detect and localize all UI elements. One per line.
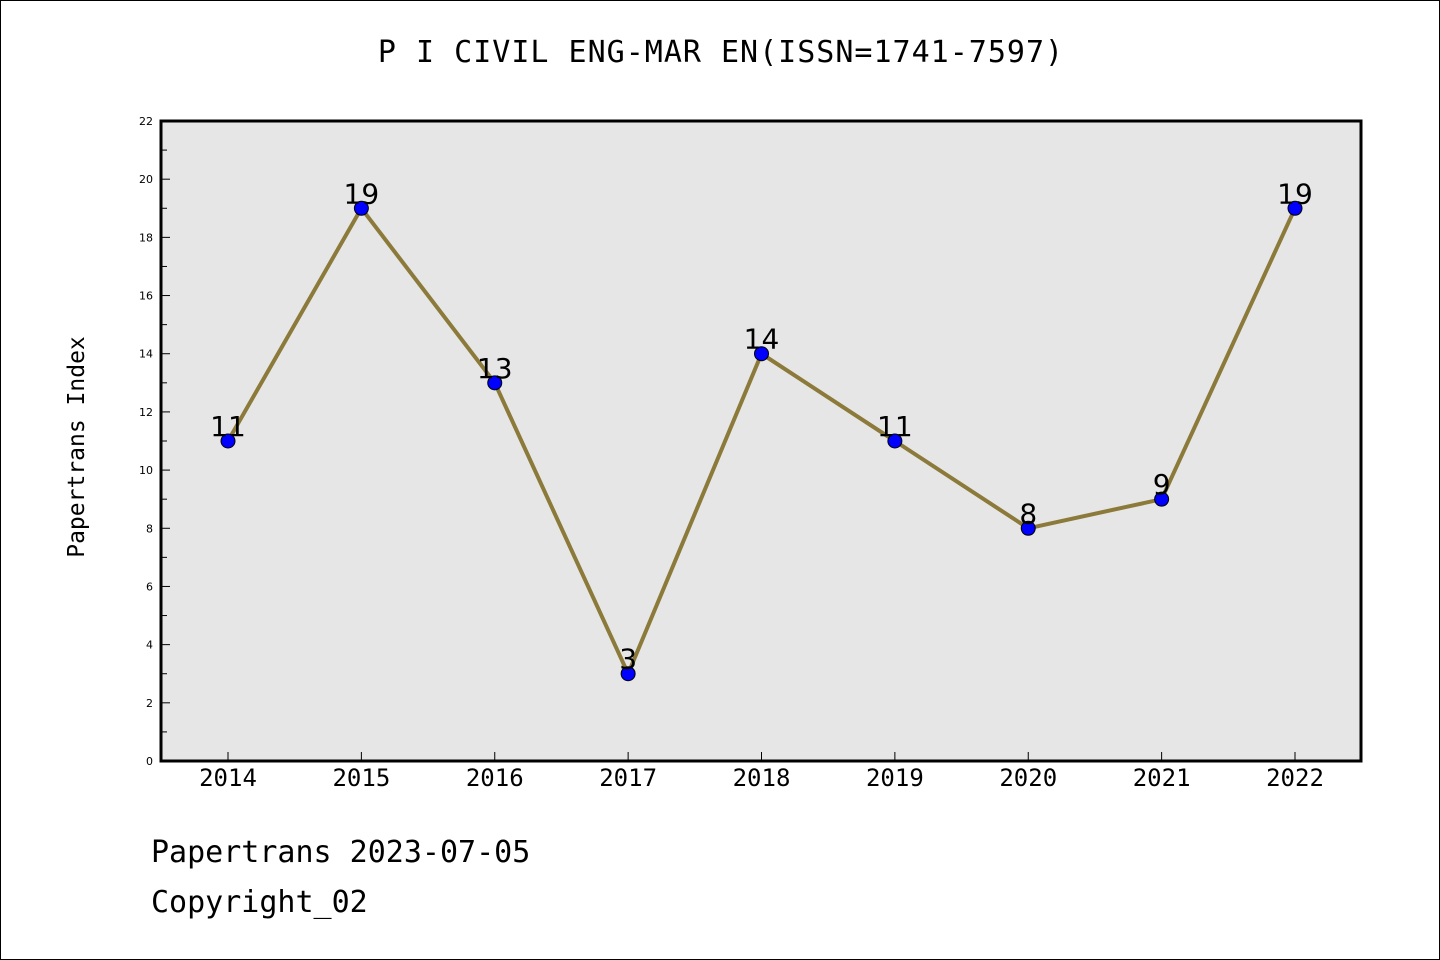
data-point (620, 666, 636, 682)
y-tick-label: 22 (139, 115, 153, 128)
data-label: 11 (877, 410, 913, 443)
y-tick-label: 4 (146, 639, 153, 652)
footer-copyright: Copyright_02 (151, 885, 368, 920)
plot-area (161, 121, 1361, 761)
x-tick-label: 2019 (866, 764, 924, 792)
data-label: 9 (1153, 468, 1171, 501)
data-point (1287, 200, 1303, 216)
y-tick-label: 8 (146, 522, 153, 535)
x-tick-label: 2014 (199, 764, 257, 792)
data-point (1154, 491, 1170, 507)
data-point (487, 375, 503, 391)
data-label: 8 (1019, 497, 1037, 530)
y-tick-label: 0 (146, 755, 153, 768)
y-tick-label: 16 (139, 290, 153, 303)
x-tick-label: 2022 (1266, 764, 1324, 792)
data-point (754, 346, 769, 362)
data-point (1020, 520, 1036, 536)
data-point (353, 200, 369, 216)
y-tick-label: 2 (146, 697, 153, 710)
footer-date: Papertrans 2023-07-05 (151, 835, 531, 870)
x-tick-label: 2021 (1133, 764, 1191, 792)
data-label: 13 (477, 352, 513, 385)
y-tick-label: 20 (139, 173, 153, 186)
data-label: 19 (344, 177, 380, 210)
y-tick-label: 14 (139, 348, 153, 361)
data-point (887, 433, 903, 449)
data-label: 14 (744, 323, 780, 356)
x-tick-label: 2017 (599, 764, 657, 792)
data-label: 3 (619, 643, 637, 676)
x-tick-label: 2018 (733, 764, 791, 792)
x-tick-label: 2016 (466, 764, 524, 792)
data-label: 11 (210, 410, 246, 443)
x-tick-label: 2015 (332, 764, 390, 792)
y-tick-label: 12 (139, 406, 153, 419)
plot-frame (159, 119, 1363, 763)
x-tick-label: 2020 (999, 764, 1057, 792)
data-label: 19 (1277, 177, 1313, 210)
chart-title: P I CIVIL ENG-MAR EN(ISSN=1741-7597) (377, 35, 1065, 70)
y-tick-label: 18 (139, 231, 153, 244)
y-tick-label: 10 (139, 464, 153, 477)
y-tick-label: 6 (146, 580, 153, 593)
data-point (220, 433, 236, 449)
